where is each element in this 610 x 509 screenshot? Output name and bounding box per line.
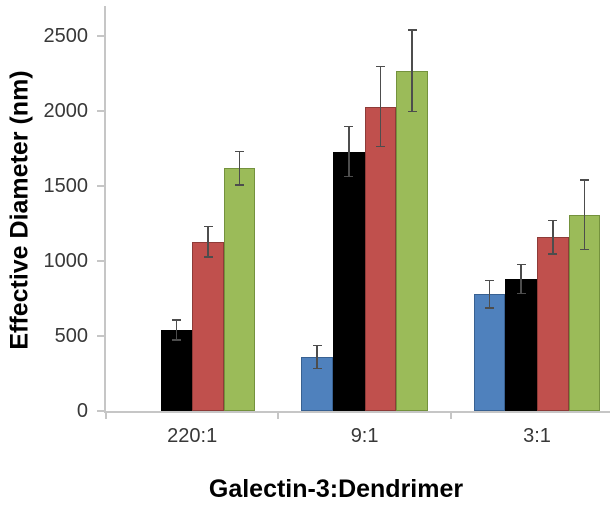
- error-bar-cap: [344, 175, 354, 178]
- error-bar-cap: [312, 344, 322, 347]
- error-bar-red-9-1: [379, 66, 382, 147]
- error-bar-blue-9-1: [316, 345, 318, 369]
- x-tick: [449, 411, 452, 419]
- error-bar-cap: [344, 125, 354, 128]
- error-bar-black-220-1: [175, 320, 178, 340]
- error-bar-cap: [548, 219, 558, 221]
- x-category-label: 3:1: [523, 425, 551, 447]
- error-bar-red-220-1: [207, 226, 209, 257]
- bar-green-220-1: [223, 168, 256, 411]
- y-tick-label: 1500: [43, 175, 89, 197]
- bar-black-3-1: [505, 279, 537, 411]
- error-bar-cap: [235, 150, 245, 152]
- error-bar-cap: [407, 110, 417, 112]
- error-bar-cap: [485, 279, 495, 281]
- y-tick: [97, 335, 104, 337]
- error-bar-cap: [235, 184, 245, 186]
- y-tick-label: 0: [76, 400, 88, 422]
- x-tick: [277, 411, 280, 419]
- error-bar-cap: [516, 292, 526, 295]
- bar-blue-3-1: [473, 294, 506, 411]
- bar-black-9-1: [333, 151, 365, 411]
- error-bar-green-220-1: [238, 151, 241, 185]
- bar-red-9-1: [364, 106, 397, 411]
- error-bar-cap: [579, 179, 589, 181]
- error-bar-cap: [375, 65, 385, 68]
- error-bar-cap: [548, 253, 558, 255]
- error-bar-green-9-1: [411, 30, 413, 111]
- y-tick: [97, 260, 104, 262]
- y-tick-label: 2500: [43, 25, 89, 47]
- error-bar-blue-3-1: [488, 280, 491, 308]
- y-tick: [97, 110, 104, 112]
- error-bar-cap: [171, 339, 181, 341]
- error-bar-cap: [203, 256, 213, 258]
- error-bar-green-3-1: [583, 180, 586, 249]
- error-bar-cap: [203, 225, 213, 227]
- x-axis-title: Galectin-3:Dendrimer: [208, 475, 464, 503]
- error-bar-cap: [375, 145, 385, 148]
- error-bar-black-9-1: [348, 126, 350, 177]
- bar-black-220-1: [160, 330, 193, 411]
- y-tick: [97, 35, 104, 37]
- y-tick: [97, 410, 104, 412]
- y-tick: [97, 185, 104, 187]
- error-bar-cap: [407, 29, 417, 31]
- error-bar-cap: [312, 367, 322, 370]
- error-bar-red-3-1: [552, 220, 554, 254]
- x-category-label: 220:1: [167, 425, 218, 447]
- error-bar-cap: [485, 307, 495, 309]
- y-tick-label: 2000: [43, 100, 89, 122]
- error-bar-cap: [516, 263, 526, 266]
- plot-area: [104, 6, 610, 413]
- error-bar-cap: [171, 319, 181, 321]
- x-tick: [105, 411, 107, 419]
- y-tick-label: 1000: [43, 250, 89, 272]
- bar-green-9-1: [396, 70, 428, 411]
- error-bar-cap: [579, 248, 589, 250]
- y-tick-label: 500: [54, 325, 88, 347]
- error-bar-black-3-1: [520, 264, 522, 294]
- bar-red-220-1: [192, 241, 224, 411]
- x-category-label: 9:1: [350, 425, 379, 447]
- bar-red-3-1: [537, 237, 569, 411]
